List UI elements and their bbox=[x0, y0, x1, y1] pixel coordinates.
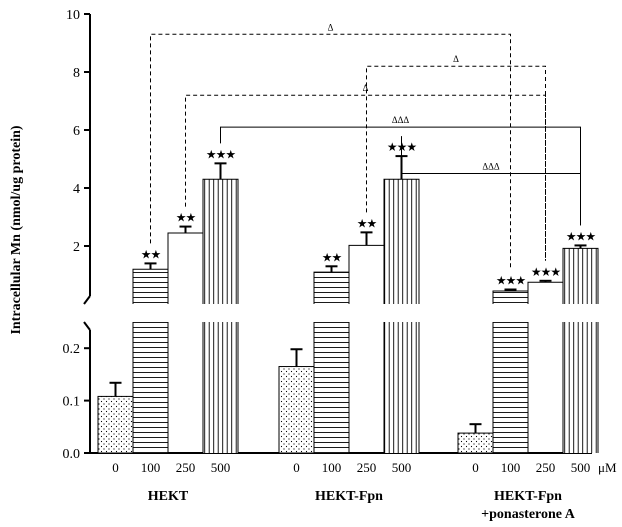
significance-stars: ★★★ bbox=[387, 140, 417, 154]
x-tick-label: 500 bbox=[392, 460, 412, 475]
significance-stars: ★★★ bbox=[496, 274, 526, 288]
comparison-label: Δ bbox=[453, 54, 459, 64]
bar-lower bbox=[493, 322, 528, 453]
group-label: HEKT bbox=[148, 489, 189, 504]
y-axis-label: Intracellular Mn (nmol/ug protein) bbox=[9, 125, 24, 334]
bar-lower bbox=[384, 322, 419, 453]
comparison-label: ΔΔΔ bbox=[392, 115, 410, 125]
y-tick-label: 2 bbox=[73, 240, 80, 255]
bar bbox=[457, 432, 494, 454]
y-tick-label: 4 bbox=[73, 182, 80, 197]
x-tick-label: 250 bbox=[536, 460, 556, 475]
significance-stars: ★★★ bbox=[206, 147, 236, 161]
x-tick-label: 250 bbox=[176, 460, 196, 475]
comparison-label: ΔΔΔ bbox=[482, 162, 500, 172]
bar-upper bbox=[493, 290, 528, 304]
x-tick-label: 250 bbox=[357, 460, 377, 475]
bar-lower bbox=[203, 322, 238, 453]
bar bbox=[97, 395, 134, 454]
x-tick-label: 500 bbox=[571, 460, 591, 475]
comparison-bracket bbox=[150, 33, 511, 270]
x-tick-label: 0 bbox=[472, 460, 479, 475]
significance-stars: ★★ bbox=[176, 211, 196, 225]
bar-upper bbox=[384, 179, 419, 304]
x-tick-label: 500 bbox=[211, 460, 231, 475]
group-label-line2: +ponasterone A bbox=[481, 507, 576, 522]
bar bbox=[278, 366, 315, 454]
bars: ★★★★★★★★★★★★★★★★★★★★★★★ bbox=[97, 140, 599, 454]
x-tick-label: 100 bbox=[501, 460, 521, 475]
comparison-bracket bbox=[401, 136, 581, 226]
comparison-label: Δ bbox=[328, 22, 334, 32]
bar-lower bbox=[563, 322, 598, 453]
significance-stars: ★★ bbox=[141, 247, 161, 261]
group-label: HEKT-Fpn bbox=[494, 489, 562, 504]
bar-upper bbox=[133, 269, 168, 304]
bar-upper bbox=[168, 232, 203, 304]
bar-lower bbox=[314, 322, 349, 453]
y-tick-label: 10 bbox=[66, 8, 80, 23]
bar-upper bbox=[528, 282, 563, 304]
x-tick-label: 0 bbox=[293, 460, 300, 475]
bar-upper bbox=[563, 248, 598, 304]
y-tick-label: 8 bbox=[73, 66, 80, 81]
axis-break-upper bbox=[83, 295, 91, 305]
bar-upper bbox=[203, 179, 238, 304]
bar-upper bbox=[314, 272, 349, 304]
significance-stars: ★★★ bbox=[531, 265, 561, 279]
bar-upper bbox=[349, 245, 384, 304]
bar-lower bbox=[133, 322, 168, 453]
y-tick-label: 0.1 bbox=[63, 395, 81, 410]
group-label: HEKT-Fpn bbox=[315, 489, 383, 504]
x-tick-label: 100 bbox=[141, 460, 161, 475]
comparison-bracket bbox=[185, 94, 546, 261]
significance-stars: ★★ bbox=[357, 216, 377, 230]
y-tick-label: 0.0 bbox=[63, 447, 81, 462]
y-tick-label: 6 bbox=[73, 124, 80, 139]
comparison-label: Δ bbox=[363, 83, 369, 93]
y-tick-label: 0.2 bbox=[63, 342, 81, 357]
x-unit-label: μM bbox=[598, 460, 617, 475]
x-tick-label: 100 bbox=[322, 460, 342, 475]
x-tick-label: 0 bbox=[112, 460, 119, 475]
axis-break-lower bbox=[83, 321, 91, 331]
significance-stars: ★★★ bbox=[566, 229, 596, 243]
x-axis-labels: 0 100 250 500 HEKT 0 100 250 500 HEKT-Fpn 0 100 250 5… bbox=[112, 460, 617, 522]
significance-stars: ★★ bbox=[322, 250, 342, 264]
